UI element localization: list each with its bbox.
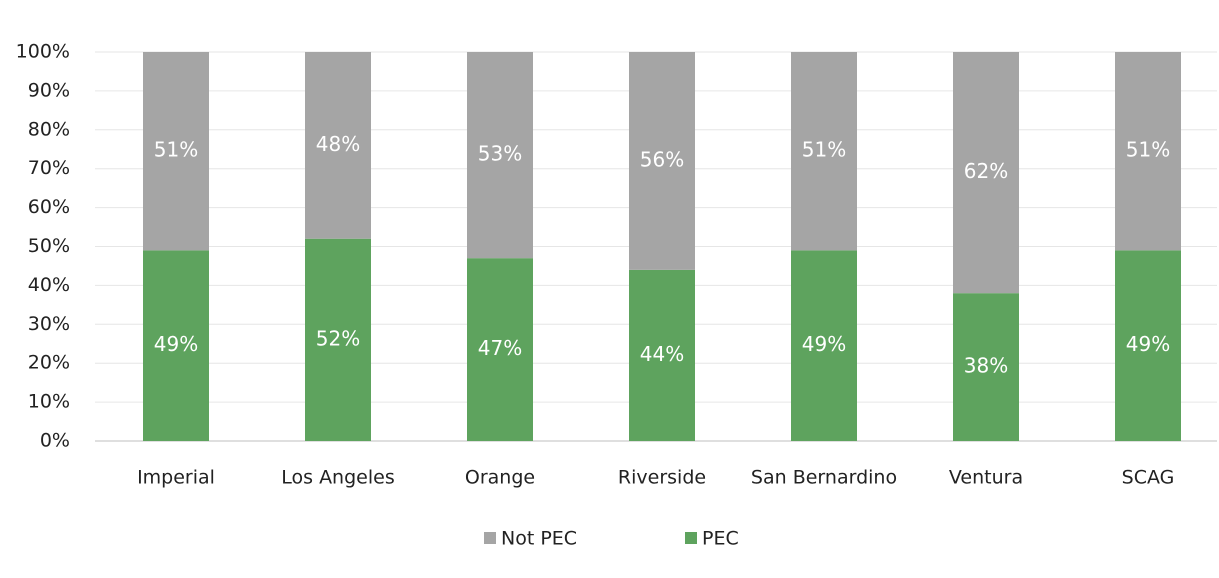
bar-segment bbox=[1115, 52, 1181, 251]
data-label: 51% bbox=[1126, 138, 1170, 162]
y-tick-label: 70% bbox=[28, 157, 70, 179]
legend-swatch bbox=[685, 532, 697, 544]
data-label: 38% bbox=[964, 354, 1008, 378]
y-tick-label: 40% bbox=[28, 274, 70, 296]
y-tick-label: 50% bbox=[28, 235, 70, 257]
data-label: 53% bbox=[478, 142, 522, 166]
data-label: 49% bbox=[802, 332, 846, 356]
bar-segment bbox=[467, 258, 533, 441]
bar-segment bbox=[143, 250, 209, 441]
data-label: 48% bbox=[316, 132, 360, 156]
data-label: 62% bbox=[964, 159, 1008, 183]
bar-segment bbox=[629, 52, 695, 270]
data-label: 51% bbox=[802, 138, 846, 162]
bar-segment bbox=[953, 293, 1019, 441]
bar-segment bbox=[305, 238, 371, 441]
y-tick-label: 30% bbox=[28, 313, 70, 335]
data-label: 49% bbox=[154, 332, 198, 356]
bar-segment bbox=[791, 52, 857, 251]
y-tick-label: 10% bbox=[28, 391, 70, 413]
legend-label: PEC bbox=[702, 528, 739, 550]
bar-segment bbox=[629, 269, 695, 441]
x-tick-label: Imperial bbox=[137, 467, 215, 489]
legend-label: Not PEC bbox=[501, 528, 577, 550]
data-label: 49% bbox=[1126, 332, 1170, 356]
data-label: 44% bbox=[640, 342, 684, 366]
y-tick-label: 100% bbox=[16, 41, 70, 63]
y-tick-label: 0% bbox=[40, 430, 70, 452]
bar-segment bbox=[467, 52, 533, 259]
y-tick-label: 90% bbox=[28, 79, 70, 101]
data-label: 47% bbox=[478, 336, 522, 360]
x-tick-label: San Bernardino bbox=[751, 467, 897, 489]
y-tick-label: 60% bbox=[28, 196, 70, 218]
x-tick-label: Ventura bbox=[949, 467, 1023, 489]
data-label: 52% bbox=[316, 326, 360, 350]
bar-segment bbox=[953, 52, 1019, 294]
x-tick-label: Riverside bbox=[618, 467, 706, 489]
data-label: 56% bbox=[640, 147, 684, 171]
bar-segment bbox=[305, 52, 371, 239]
y-tick-label: 20% bbox=[28, 352, 70, 374]
x-tick-label: Los Angeles bbox=[281, 467, 394, 489]
bar-segment bbox=[1115, 250, 1181, 441]
x-tick-label: SCAG bbox=[1122, 467, 1175, 489]
y-tick-label: 80% bbox=[28, 118, 70, 140]
x-tick-label: Orange bbox=[465, 467, 535, 489]
legend-swatch bbox=[484, 532, 496, 544]
data-label: 51% bbox=[154, 138, 198, 162]
bar-segment bbox=[143, 52, 209, 251]
bar-segment bbox=[791, 250, 857, 441]
